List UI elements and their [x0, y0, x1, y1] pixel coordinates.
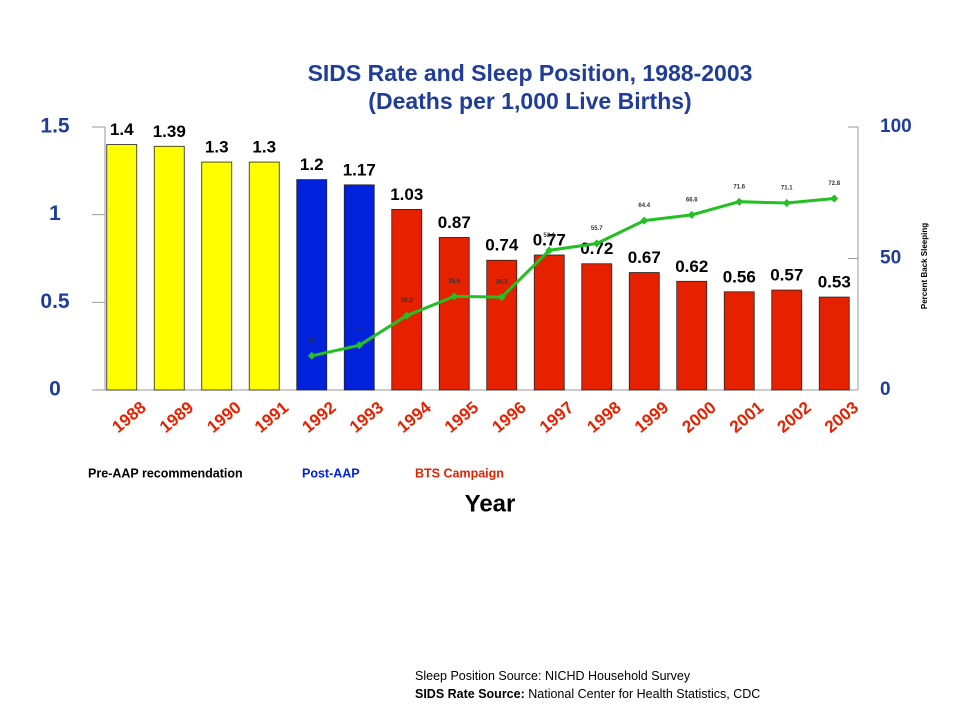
- bar: [153, 145, 185, 391]
- y2-tick-label: 0: [880, 379, 891, 400]
- point-label: 35.6: [448, 279, 460, 285]
- point: [782, 199, 791, 208]
- source-note: Sleep Position Source: NICHD Household S…: [415, 669, 691, 683]
- point: [687, 210, 696, 219]
- x-tick-label: 1996: [489, 398, 530, 437]
- bar-value-label: 1.3: [205, 138, 229, 157]
- bar-value-label: 1.39: [153, 122, 186, 141]
- x-tick-label: 1993: [346, 398, 387, 437]
- bar-value-label: 0.74: [485, 236, 519, 255]
- x-axis-label: Year: [465, 490, 516, 517]
- bar-value-label: 0.53: [818, 273, 851, 292]
- y-tick-label: 0: [49, 378, 61, 401]
- x-tick-label: 1992: [299, 398, 340, 437]
- x-tick-label: 1999: [631, 398, 672, 437]
- bar-value-label: 1.3: [252, 138, 276, 157]
- bar: [343, 184, 375, 391]
- bar-value-label: 0.87: [438, 213, 471, 232]
- annotation: BTS Campaign: [415, 466, 504, 480]
- point-label: 28.3: [401, 298, 413, 304]
- source-label: SIDS Rate Source:: [415, 687, 525, 701]
- x-tick-label: 2001: [726, 398, 767, 437]
- bar-value-label: 0.62: [675, 257, 708, 276]
- source-text: Sleep Position Source: NICHD Household S…: [415, 669, 691, 683]
- bar-value-label: 0.57: [770, 266, 803, 285]
- x-tick-label: 2003: [821, 398, 862, 437]
- y-tick-label: 1.5: [40, 115, 70, 138]
- point: [545, 246, 554, 255]
- point: [307, 351, 316, 360]
- x-tick-label: 1991: [251, 398, 292, 437]
- bar: [106, 144, 138, 391]
- bar-value-label: 1.2: [300, 155, 324, 174]
- bar: [676, 280, 708, 391]
- point-label: 17: [356, 328, 363, 334]
- bar: [486, 259, 518, 391]
- point-label: 35.3: [496, 280, 508, 286]
- x-tick-label: 1990: [204, 398, 245, 437]
- x-tick-label: 2000: [679, 398, 720, 437]
- point-label: 71.1: [781, 186, 793, 192]
- bar: [391, 209, 423, 391]
- x-tick-label: 1998: [584, 398, 625, 437]
- bar: [201, 161, 233, 391]
- source-note: SIDS Rate Source: National Center for He…: [415, 687, 760, 701]
- x-tick-label: 1989: [156, 398, 197, 437]
- bar-value-label: 1.03: [390, 185, 423, 204]
- point-label: 71.6: [733, 184, 745, 190]
- point: [592, 239, 601, 248]
- point-label: 66.6: [686, 197, 698, 203]
- bar-value-label: 0.67: [628, 248, 661, 267]
- point: [497, 293, 506, 302]
- x-tick-label: 1997: [536, 398, 577, 437]
- y-tick-label: 1: [49, 202, 61, 225]
- x-tick-label: 2002: [774, 398, 815, 437]
- chart-subtitle: (Deaths per 1,000 Live Births): [368, 88, 691, 114]
- bar: [438, 237, 470, 391]
- y2-tick-label: 100: [880, 116, 912, 137]
- bar: [581, 263, 613, 391]
- point-label: 72.8: [828, 181, 840, 187]
- bar: [533, 254, 565, 391]
- bar-value-label: 1.4: [110, 120, 134, 139]
- point-label: 55.7: [591, 226, 603, 232]
- source-text: National Center for Health Statistics, C…: [528, 687, 760, 701]
- point-label: 13: [308, 338, 315, 344]
- annotation: Post-AAP: [302, 466, 360, 480]
- point: [450, 292, 459, 301]
- y2-tick-label: 50: [880, 248, 901, 269]
- bar: [628, 272, 660, 391]
- y-tick-label: 0.5: [40, 290, 70, 313]
- point: [640, 216, 649, 225]
- y2-axis-label: Percent Back Sleeping: [920, 223, 929, 309]
- bar: [723, 291, 755, 391]
- x-tick-label: 1988: [109, 398, 150, 437]
- point: [355, 341, 364, 350]
- bar: [818, 296, 850, 391]
- x-tick-label: 1994: [394, 397, 436, 436]
- line: [311, 197, 835, 358]
- bar: [248, 161, 280, 391]
- bar-value-label: 0.77: [533, 230, 566, 249]
- point: [735, 197, 744, 206]
- bar-value-label: 1.17: [343, 160, 376, 179]
- chart-title: SIDS Rate and Sleep Position, 1988-2003: [308, 60, 753, 86]
- bar-value-label: 0.56: [723, 267, 756, 286]
- point: [402, 311, 411, 320]
- point-label: 53.1: [543, 233, 555, 239]
- point-label: 64.4: [638, 203, 650, 209]
- annotation: Pre-AAP recommendation: [88, 466, 243, 480]
- point: [830, 194, 839, 203]
- bar: [771, 289, 803, 391]
- x-tick-label: 1995: [441, 398, 482, 437]
